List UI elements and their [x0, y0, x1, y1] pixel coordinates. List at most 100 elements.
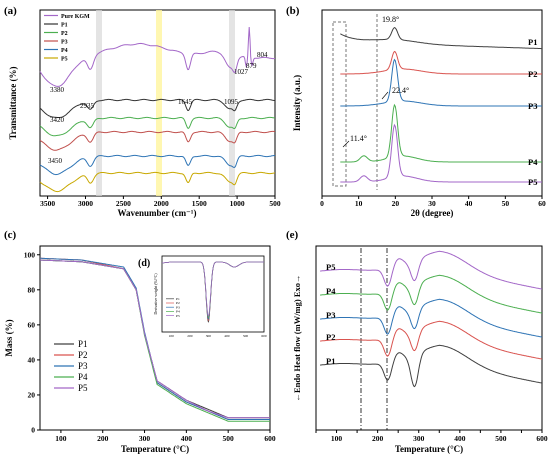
tga-line-p5 [39, 259, 270, 419]
xrd-line-p3 [340, 58, 542, 107]
panel-c-xlabel: Temperature (°C) [121, 444, 189, 454]
panel-c-xtick-label: 600 [264, 434, 276, 443]
panel-a-band-1645 [156, 10, 162, 196]
panel-a-legend-label: P2 [61, 31, 68, 37]
panel-a-annot-3380: 3380 [50, 86, 65, 94]
panel-c-legend-label: P1 [78, 339, 88, 349]
panel-e-series-label: P5 [326, 262, 335, 272]
panel-d-xtick-label: 600 [261, 334, 267, 338]
panel-a-annot-2935: 2935 [80, 102, 95, 110]
panel-b-xlabel: 2θ (degree) [411, 208, 454, 218]
panel-e-xlabel: Temperature (°C) [395, 444, 463, 454]
panel-e-xtick-label: 400 [454, 434, 466, 443]
panel-c-xtick-label: 400 [181, 434, 193, 443]
panel-c-legend-label: P2 [78, 350, 88, 360]
panel-c-xtick-label: 300 [139, 434, 151, 443]
panel-a-legend-label: Pure KGM [61, 14, 90, 20]
panel-a-letter: (a) [4, 5, 17, 17]
panel-a-legend: Pure KGM P1 P2 P3 P4 P5 [44, 14, 90, 63]
panel-a-xtick-label: 3000 [78, 199, 93, 208]
panel-a-annot-1027: 1027 [234, 68, 249, 76]
panel-b-series-label: P4 [528, 157, 538, 167]
panel-b-series-label: P5 [528, 177, 537, 187]
panel-e-ylabel: ←Endo Heat flow (mW/mg) Exo→ [292, 274, 302, 401]
panel-b-annot-114: 11.4° [350, 134, 367, 143]
panel-c-ytick-label: 80 [28, 285, 36, 294]
panel-b-xticks: 0 10 20 30 40 50 60 [320, 196, 546, 208]
dtg-line-p5 [162, 261, 264, 317]
panel-b-frame [321, 9, 543, 197]
panel-b-xtick-label: 0 [320, 199, 324, 208]
panel-a-xtick-label: 1000 [230, 199, 245, 208]
panel-d-legend-label: P3 [176, 305, 180, 309]
panel-c-xtick-label: 200 [97, 434, 109, 443]
panel-a-annot-1095: 1095 [224, 98, 239, 106]
panel-c-xticks: 100 200 300 400 500 600 [55, 430, 276, 443]
panel-e-xtick-label: 100 [331, 434, 343, 443]
panel-c-ytick-label: 40 [28, 355, 36, 364]
panel-b-series-labels: P1 P2 P3 P4 P5 [528, 37, 538, 187]
panel-b-letter: (b) [286, 5, 300, 17]
panel-a-xtick-label: 3500 [40, 199, 55, 208]
panel-b-xtick-label: 10 [355, 199, 363, 208]
panel-b-annot-224: 22.4° [392, 86, 409, 95]
panel-b-series-label: P3 [528, 101, 537, 111]
panel-a-ylabel: Transmittance (%) [8, 66, 18, 139]
panel-c-legend-label: P4 [78, 372, 88, 382]
panel-d-letter: (d) [138, 258, 150, 269]
panel-a-xtick-label: 1500 [192, 199, 207, 208]
panel-e-series-labels: P5 P4 P3 P2 P1 [326, 262, 336, 366]
panel-a-annot-3420: 3420 [50, 116, 65, 124]
panel-e-frame [315, 245, 543, 431]
panel-b-region-box [332, 21, 347, 187]
panel-e-xtick-label: 500 [495, 434, 507, 443]
panel-c-legend-label: P3 [78, 361, 88, 371]
dsc-line-p5 [320, 250, 543, 290]
panel-c-ytick-label: 20 [28, 390, 36, 399]
panel-b-xtick-label: 50 [502, 199, 510, 208]
dsc-line-p2 [320, 320, 543, 360]
panel-a-xlabel: Wavenumber (cm⁻¹) [117, 208, 196, 218]
panel-e-xtick-label: 200 [372, 434, 384, 443]
panel-a-legend-label: P3 [61, 40, 68, 46]
panel-d-xticks: 100 200 300 400 500 600 [169, 334, 267, 338]
panel-d-xtick-label: 500 [243, 334, 249, 338]
panel-e-xtick-label: 300 [413, 434, 425, 443]
panel-a-xtick-label: 500 [269, 199, 281, 208]
panel-c-curves [39, 257, 270, 422]
panel-a-curves [39, 26, 276, 193]
panel-d-legend-label: P2 [176, 301, 180, 305]
ftir-line-p3 [39, 130, 276, 151]
xrd-line-p1 [340, 27, 542, 50]
panel-a-xtick-label: 2500 [116, 199, 131, 208]
panel-a-annot-804: 804 [257, 51, 268, 59]
ftir-line-p4 [39, 154, 276, 176]
panel-b-arrow-114 [342, 140, 350, 148]
panel-b-ylabel: Intensity (a.u.) [292, 75, 302, 131]
ftir-line-p5 [39, 171, 276, 193]
panel-a-legend-label: P5 [61, 57, 68, 63]
ftir-line-pure-kgm [39, 26, 276, 87]
panel-b-xtick-label: 60 [538, 199, 546, 208]
panel-b-xtick-label: 20 [392, 199, 400, 208]
panel-c-yticks: 0 20 40 60 80 100 [24, 250, 40, 435]
panel-d-legend-label: P5 [176, 314, 180, 318]
panel-a-band-1027 [229, 10, 235, 196]
panel-e-curves [320, 250, 543, 388]
xrd-line-p4 [340, 103, 542, 163]
panel-c-legend-label: P5 [78, 383, 88, 393]
panel-e: (e) P5 P4 P3 P2 P1 100 200 300 400 500 600 Temper… [286, 229, 548, 454]
panel-c-ytick-label: 0 [31, 426, 35, 435]
panel-e-xticks: 100 200 300 400 500 600 [315, 430, 548, 443]
panel-b: (b) P1 P2 P3 P4 P5 19.8° 22.4° 11.4° 0 10 20 30… [286, 5, 546, 218]
xrd-line-p2 [340, 50, 542, 75]
panel-b-arrow-224 [381, 91, 389, 100]
dsc-line-p4 [320, 274, 543, 314]
xrd-line-p5 [340, 123, 542, 183]
panel-a-legend-label: P4 [61, 48, 68, 54]
panel-d-ylabel: Derivative weight (%/°C) [153, 273, 158, 315]
panel-e-xtick-label: 600 [536, 434, 548, 443]
panel-a-annot-3450: 3450 [48, 157, 63, 165]
panel-c-ylabel: Mass (%) [4, 319, 14, 356]
